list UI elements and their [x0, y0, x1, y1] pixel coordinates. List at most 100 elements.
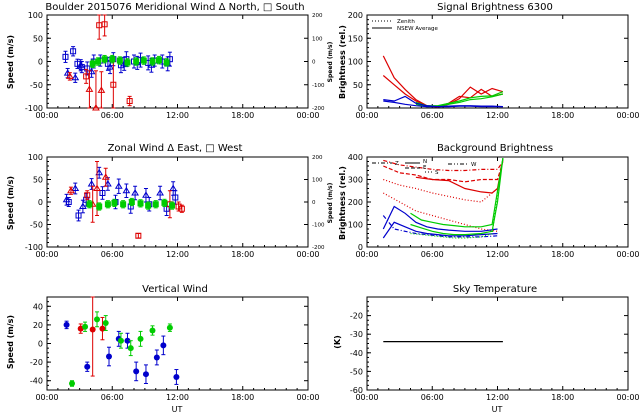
signal-xtick-label: 00:00 [355, 111, 378, 120]
vertical-point [133, 368, 140, 375]
vertical-point [173, 373, 180, 380]
vertical-point [89, 326, 96, 333]
zonal-point [65, 199, 72, 205]
zonal-ytick-label: -100 [25, 243, 43, 252]
meridional-xtick-label: 12:00 [166, 111, 189, 120]
vertical-point [137, 335, 144, 342]
zonal-point [152, 201, 159, 208]
sky-xtick-label: 00:00 [616, 393, 639, 402]
sky-ytick-label: -50 [350, 367, 363, 376]
zonal-ytick-label: -50 [30, 221, 43, 230]
zonal-point [156, 189, 164, 196]
vertical-xtick-label: 00:00 [296, 393, 319, 402]
meridional-point [149, 58, 156, 65]
signal-legend-nsew: NSEW Average [397, 26, 438, 32]
signal-ytick-label: 100 [348, 58, 363, 67]
zonal-y2tick-label: -200 [312, 245, 325, 251]
zonal-point [101, 173, 110, 180]
zonal-y2tick-label: 200 [312, 155, 323, 161]
meridional-y2tick-label: -100 [312, 83, 325, 89]
signal-legend: Zenith NSEW Average [372, 19, 438, 32]
signal-xtick-label: 06:00 [421, 111, 444, 120]
vertical-point [94, 316, 101, 323]
zonal-xtick-label: 06:00 [101, 250, 124, 259]
background-series-green-3 [410, 158, 504, 239]
meridional-ytick-label: -100 [25, 104, 43, 113]
background-series-red-s [383, 161, 504, 183]
vertical-xtick-label: 06:00 [101, 393, 124, 402]
zonal-point [178, 205, 185, 212]
background-series-green-1 [410, 158, 504, 228]
signal-ytick-label: 200 [348, 11, 363, 20]
signal-xtick-label: 12:00 [486, 111, 509, 120]
bg-legend-n: N [423, 159, 427, 165]
sky-xtick-label: 18:00 [551, 393, 574, 402]
meridional-ylabel-right: Speed (m/s) [327, 41, 334, 82]
vertical-ytick-label: 40 [33, 302, 43, 311]
bg-legend-z: Z [395, 161, 399, 167]
meridional-point [116, 57, 123, 64]
meridional-ytick-label: 50 [33, 34, 43, 43]
background-ytick-label: 300 [348, 176, 363, 185]
zonal-point [122, 186, 131, 194]
background-xtick-label: 00:00 [355, 250, 378, 259]
sky-xtick-label: 06:00 [421, 393, 444, 402]
zonal-point [71, 184, 80, 191]
vertical-point [105, 353, 112, 360]
vertical-ytick-label: -40 [30, 377, 43, 386]
background-series-red-z [383, 159, 504, 172]
sky-ytick-label: -20 [350, 312, 363, 321]
vertical-xtick-label: 18:00 [231, 393, 254, 402]
vertical-point [63, 321, 70, 328]
bg-legend-e: E [423, 165, 427, 171]
meridional-title: Boulder 2015076 Meridional Wind Δ North,… [45, 2, 304, 13]
background-ytick-label: 0 [358, 243, 363, 252]
sky-ylabel-text: (K) [333, 335, 342, 349]
background-xtick-label: 18:00 [551, 250, 574, 259]
meridional-point [110, 81, 117, 88]
vertical-title: Vertical Wind [142, 284, 208, 295]
zonal-ytick-label: 50 [33, 176, 43, 185]
vertical-xtick-label: 12:00 [166, 393, 189, 402]
background-ytick-label: 100 [348, 221, 363, 230]
zonal-point [137, 200, 144, 207]
sky-ylabel: (K) [333, 335, 342, 349]
meridional-xtick-label: 00:00 [35, 111, 58, 120]
signal-series-red-avg [382, 75, 504, 108]
zonal-xtick-label: 00:00 [35, 250, 58, 259]
zonal-point [128, 199, 135, 205]
vertical-xtick-label: 00:00 [35, 393, 58, 402]
zonal-point [99, 190, 106, 196]
zonal-point [84, 192, 91, 199]
signal-series-red-zenith [382, 55, 504, 108]
meridional-y2tick-label: -200 [312, 106, 325, 112]
background-title: Background Brightness [437, 143, 553, 154]
zonal-point [131, 189, 139, 196]
background-series-blue-1 [382, 205, 498, 232]
background-series-blue-2 [382, 221, 498, 239]
zonal-point [169, 202, 176, 209]
zonal-point [172, 194, 179, 201]
zonal-point [145, 202, 152, 209]
zonal-ytick-label: 100 [28, 153, 43, 162]
meridional-point [95, 58, 102, 65]
signal-ytick-label: 150 [348, 34, 363, 43]
zonal-point [104, 180, 112, 187]
vertical-ytick-label: 0 [38, 340, 43, 349]
meridional-y2tick-label: 0 [312, 60, 316, 66]
vertical-ytick-label: 20 [33, 321, 43, 330]
background-ytick-label: 400 [348, 153, 363, 162]
meridional-y2tick-label: 100 [312, 36, 323, 42]
meridional-xtick-label: 06:00 [101, 111, 124, 120]
sky-ytick-label: -30 [350, 330, 363, 339]
background-xtick-label: 00:00 [616, 250, 639, 259]
background-ylabel-text: Brightness (rel.) [338, 166, 347, 240]
zonal-xtick-label: 12:00 [166, 250, 189, 259]
meridional-point [126, 98, 133, 105]
vertical-point [102, 320, 109, 327]
meridional-point [84, 65, 91, 72]
meridional-point [92, 104, 100, 111]
background-legend: Z N E S W [372, 159, 477, 176]
